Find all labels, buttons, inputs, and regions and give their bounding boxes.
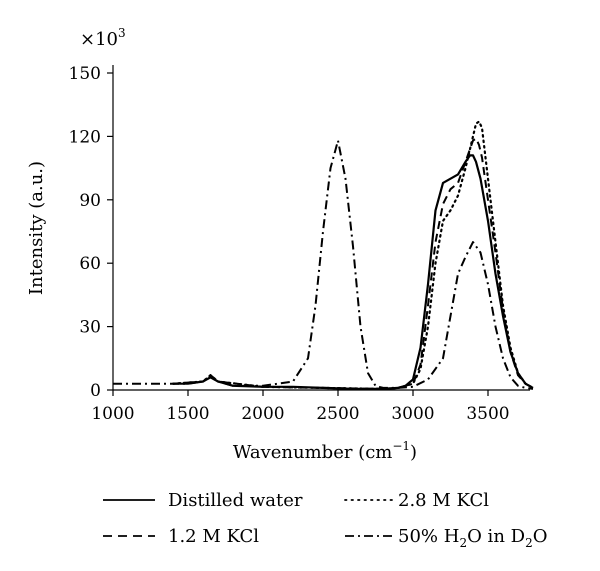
- y-tick-label-90: 90: [79, 191, 101, 211]
- legend-label-2-8m-kcl: 2.8 M KCl: [398, 490, 489, 511]
- y-axis-title: Intensity (a.u.): [26, 161, 47, 295]
- x-axis-title: Wavenumber (cm−1): [233, 439, 417, 463]
- series-line-0: [173, 154, 534, 390]
- series-line-2: [172, 137, 534, 390]
- legend-label-50pct-h2o-in-d2o: 50% H2O in D2O: [398, 526, 547, 550]
- x-tick-label-3000: 3000: [391, 404, 434, 424]
- x-tick-label-2500: 2500: [316, 404, 359, 424]
- legend-label-50pct-sub-2: 2: [525, 536, 533, 550]
- x-axis-title-sup: −1: [392, 439, 410, 453]
- legend-label-50pct-sub-1: 2: [459, 536, 467, 550]
- legend: Distilled water 2.8 M KCl 1.2 M KCl 50% …: [103, 490, 547, 550]
- legend-label-50pct-part-1: 50% H: [398, 526, 459, 547]
- y-tick-label-150: 150: [69, 64, 101, 84]
- x-tick-label-3500: 3500: [466, 404, 509, 424]
- y-tick-label-60: 60: [79, 254, 101, 274]
- y-multiplier-prefix: ×10: [80, 29, 118, 50]
- x-axis-title-end: ): [410, 442, 417, 463]
- x-tick-label-1500: 1500: [166, 404, 209, 424]
- legend-label-50pct-part-2: O in D: [467, 526, 525, 547]
- legend-label-distilled-water: Distilled water: [168, 490, 303, 511]
- series-group: [113, 120, 535, 390]
- x-tick-label-2000: 2000: [241, 404, 284, 424]
- y-multiplier-exp: 3: [118, 26, 126, 40]
- x-ticks: 1000 1500 2000 2500 3000 3500: [91, 390, 510, 424]
- y-tick-label-120: 120: [69, 127, 101, 147]
- series-line-3: [113, 139, 534, 390]
- x-axis-title-main: Wavenumber (cm: [233, 442, 392, 463]
- y-ticks: 0 30 60 90 120 150: [69, 64, 113, 401]
- legend-label-50pct-part-3: O: [533, 526, 548, 547]
- y-tick-label-30: 30: [79, 318, 101, 338]
- x-tick-label-1000: 1000: [91, 404, 134, 424]
- legend-label-1-2m-kcl: 1.2 M KCl: [168, 526, 259, 547]
- y-tick-label-0: 0: [90, 381, 101, 401]
- y-multiplier-label: ×103: [80, 26, 126, 50]
